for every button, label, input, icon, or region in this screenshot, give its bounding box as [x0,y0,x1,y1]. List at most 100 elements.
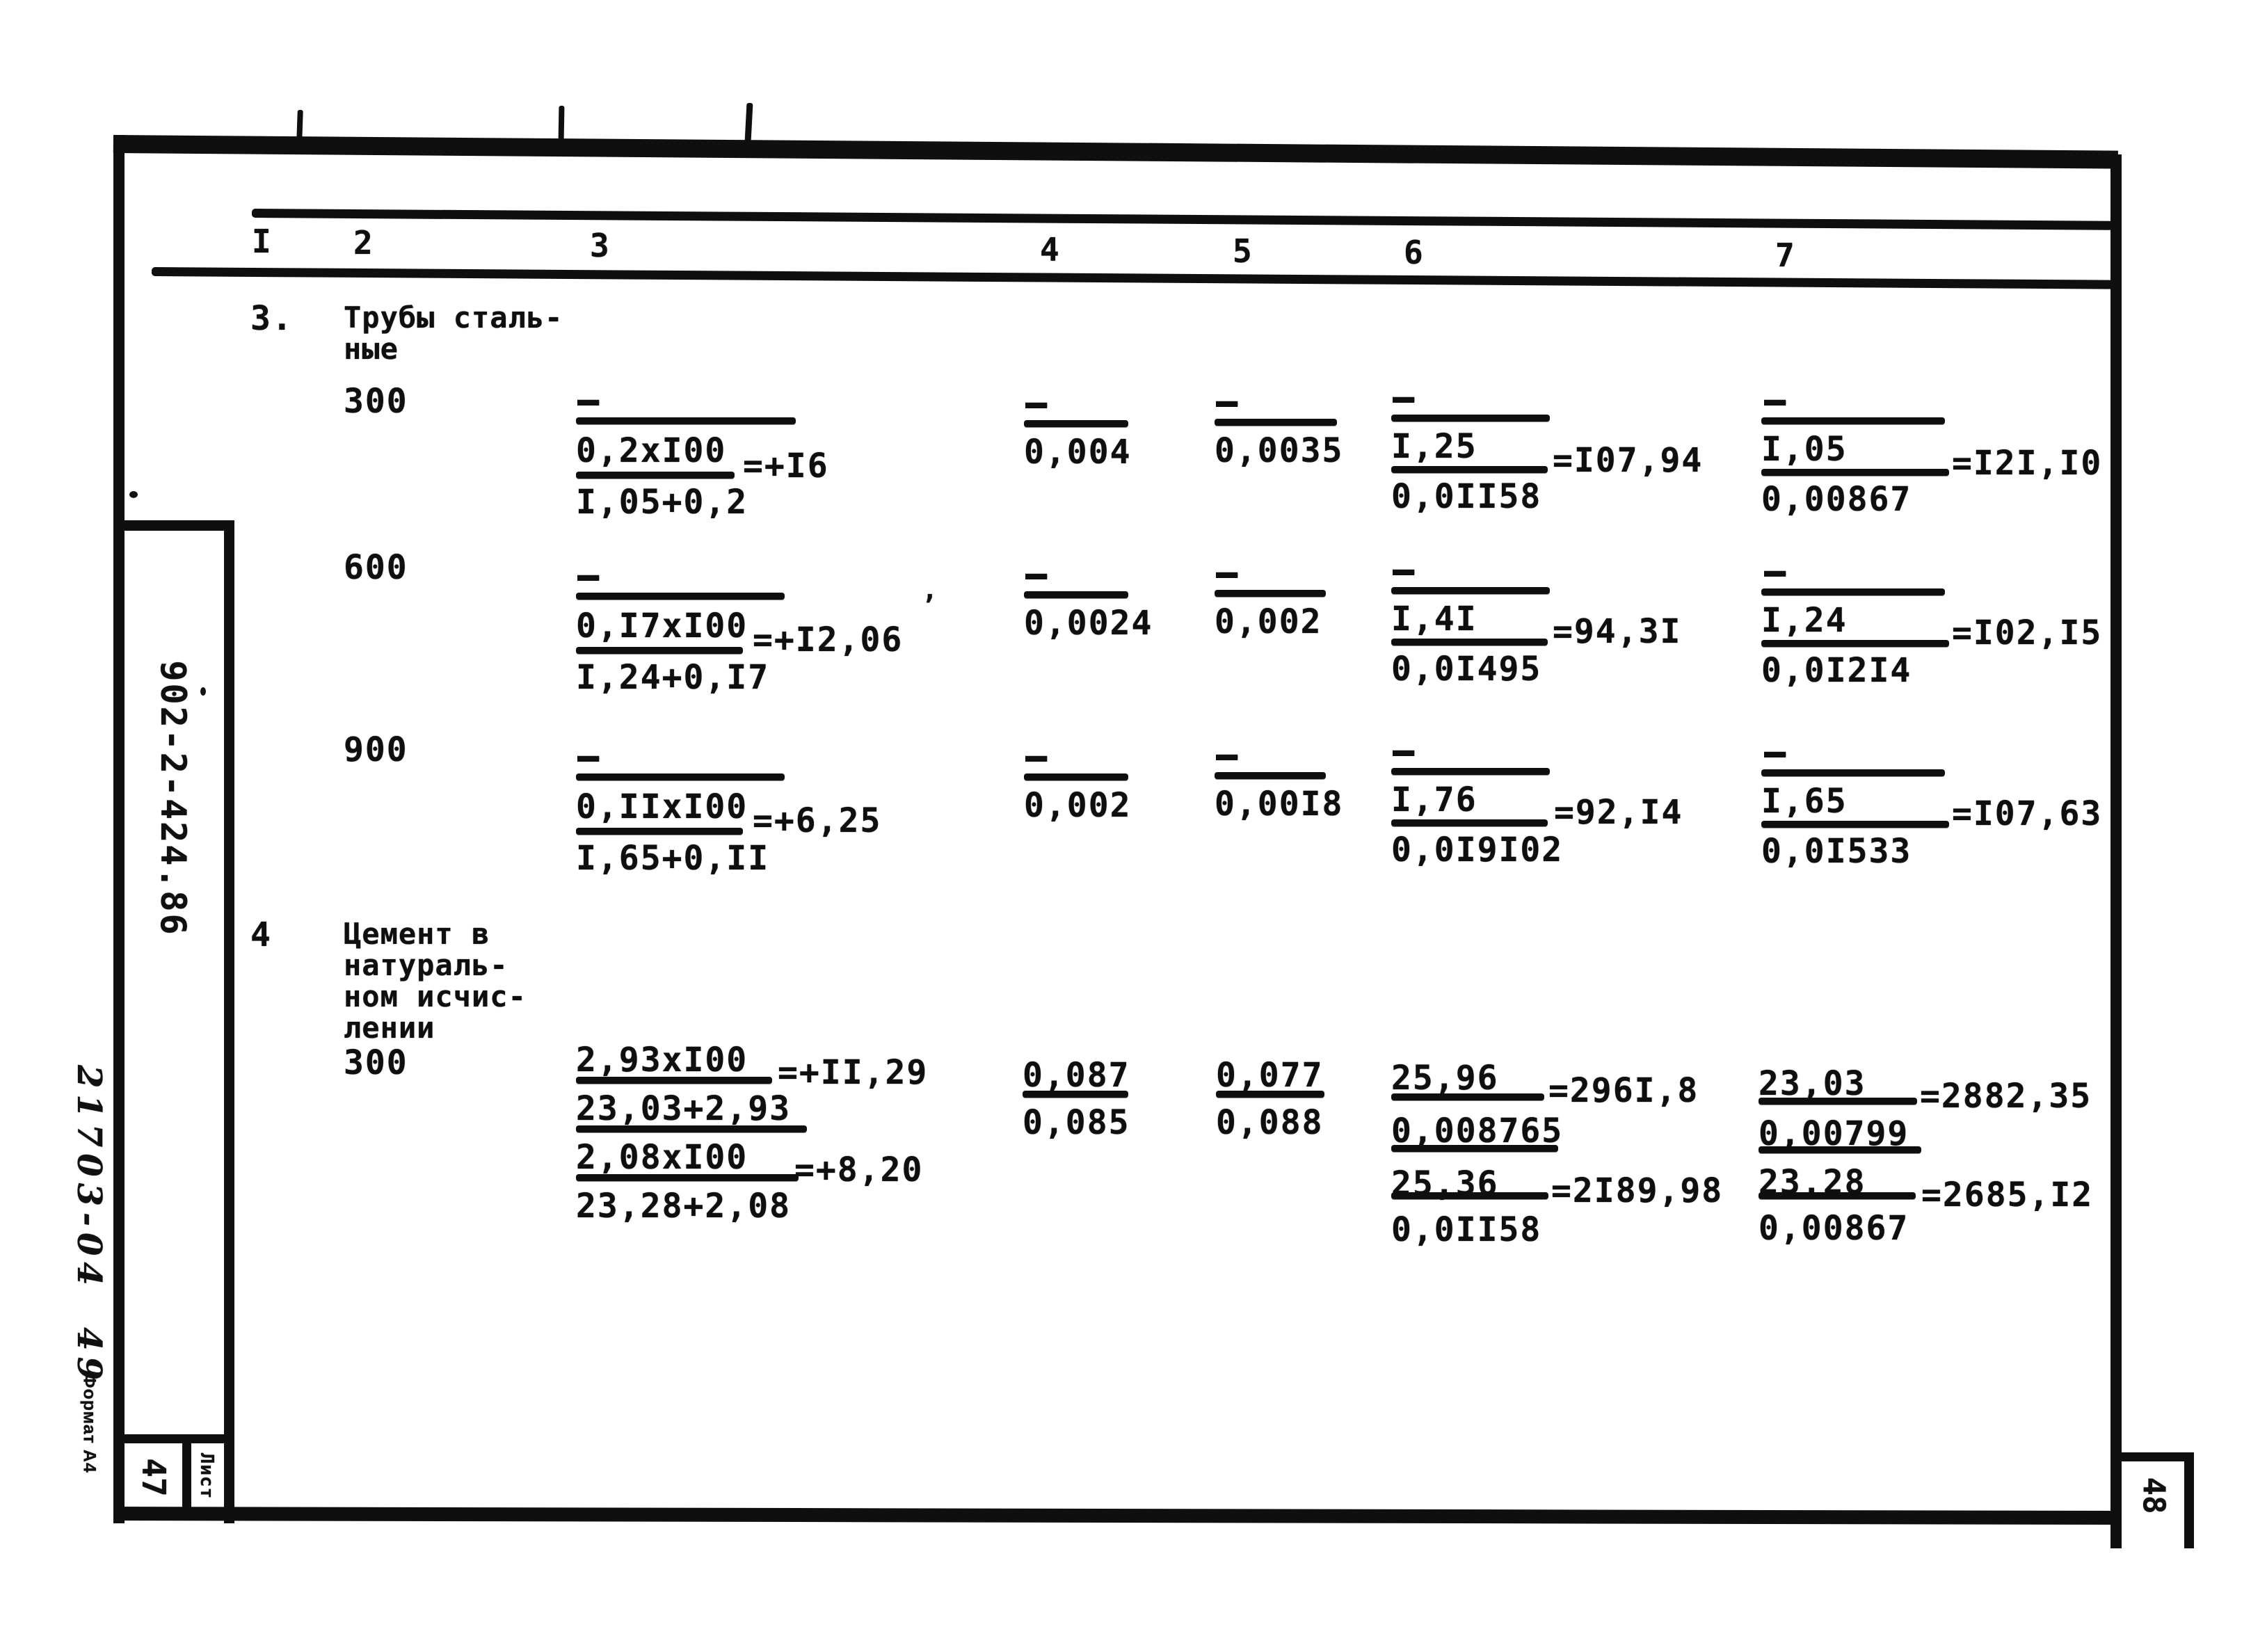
fraction-denominator: 0,0II58 [1391,1210,1542,1249]
fraction-line [576,1125,807,1132]
fraction-result: =2I89,98 [1551,1171,1724,1210]
fraction-line [1391,639,1548,645]
col-header-6: 6 [1404,234,1425,271]
fraction-numerator: I,25 [1391,427,1477,466]
fraction-line [1215,419,1337,426]
fraction-numerator: 0,077 [1216,1056,1324,1095]
fraction-result: =+8,20 [794,1150,924,1189]
no-value-dash: — [1025,382,1048,424]
cell-value: 0,00I8 [1215,785,1344,824]
cell-value: 0,002 [1024,786,1132,825]
fraction-line [1761,821,1949,828]
fraction-numerator: 2,93xI00 [576,1041,748,1080]
size-value: 300 [344,382,408,421]
table-border-right [2110,154,2122,1548]
fraction-line [1024,591,1128,598]
document-number: 902-2-424.86 [153,660,193,937]
fraction-line [576,773,785,780]
fraction-denominator: 0,00867 [1759,1209,1909,1248]
registration-tick [744,102,753,143]
format-label: Формат А4 [79,1373,99,1473]
fraction-numerator: 0,I7xI00 [576,607,748,645]
cell-value: 0,004 [1024,433,1132,472]
sheet-label: Лист [196,1452,217,1500]
no-value-dash: — [577,379,600,421]
fraction-result: =I07,94 [1553,441,1704,480]
cell-value: 0,0024 [1024,604,1153,643]
col-header-7: 7 [1775,236,1796,274]
fraction-line [1024,773,1128,780]
scan-speck [200,687,206,696]
handwritten-inventory-number: 21703-04 49 [70,1065,109,1386]
fraction-line [1391,587,1550,594]
fraction-result: =+I6 [743,447,829,486]
stamp-box-top [117,520,234,531]
stamp-box-right [224,520,234,1523]
fraction-line [1761,769,1945,776]
fraction-numerator: 0,IIxI00 [576,787,748,826]
fraction-line [576,593,785,600]
material-name-line: натураль- [344,948,508,982]
no-value-dash: — [1764,550,1786,592]
fraction-line [576,1077,772,1084]
fraction-line [576,417,796,424]
col-header-4: 4 [1040,231,1061,268]
fraction-line [1024,420,1128,427]
col-header-1: I [252,223,273,260]
row-number: 4 [250,915,272,954]
fraction-denominator: 0,088 [1216,1103,1324,1142]
fraction-line [1761,588,1945,595]
no-value-dash: — [1216,380,1238,422]
fraction-line [1761,417,1945,424]
col-header-3: 3 [590,227,611,264]
table-border-top [113,135,2118,169]
no-value-dash: — [1025,553,1048,595]
material-name-line: Цемент в [344,917,490,951]
size-value: 900 [344,730,408,769]
sheet-box-divider [2110,1452,2194,1461]
fraction-line [1759,1146,1921,1153]
stamp-box-divider [117,1434,234,1443]
fraction-result: =+6,25 [753,801,882,840]
fraction-denominator: 0,0I533 [1761,832,1912,871]
fraction-numerator: I,4I [1391,600,1477,639]
scan-speck [129,491,138,498]
fraction-denominator: 0,008765 [1391,1112,1564,1150]
fraction-denominator: 0,0I2I4 [1761,651,1912,690]
fraction-denominator: 23,03+2,93 [576,1089,791,1128]
fraction-line [1216,1091,1324,1098]
fraction-numerator: 23,03 [1759,1064,1866,1103]
fraction-result: =94,3I [1553,612,1682,651]
fraction-numerator: I,05 [1761,430,1848,469]
fraction-line [1759,1192,1916,1199]
no-value-dash: — [1216,734,1238,776]
fraction-line [1391,1093,1544,1100]
fraction-numerator: 25,96 [1391,1059,1499,1098]
fraction-line [1215,772,1326,779]
fraction-denominator: 0,0I495 [1391,650,1542,689]
stamp-cell-divider [182,1434,191,1515]
fraction-numerator: I,65 [1761,782,1848,821]
fraction-line [1391,415,1550,422]
sheet-number-right: 48 [2136,1477,2172,1514]
no-value-dash: — [1764,731,1786,773]
no-value-dash: — [1216,552,1238,593]
fraction-result: =296I,8 [1548,1071,1699,1110]
fraction-result: =+II,29 [778,1053,929,1092]
fraction-line [576,647,743,654]
fraction-denominator: I,65+0,II [576,839,770,878]
fraction-line [1391,1192,1548,1199]
fraction-line [1391,768,1550,775]
table-border-bottom [113,1507,2121,1525]
col-header-2: 2 [353,224,374,262]
fraction-numerator: 0,2xI00 [576,431,727,470]
fraction-line [1391,819,1548,826]
sheet-number-left: 47 [135,1458,173,1497]
material-name-line: Трубы сталь- [344,300,563,335]
row-number: 3. [250,299,294,338]
no-value-dash: — [1393,730,1415,771]
registration-tick [558,105,565,143]
fraction-numerator: 2,08xI00 [576,1138,748,1177]
fraction-numerator: I,24 [1761,601,1848,640]
